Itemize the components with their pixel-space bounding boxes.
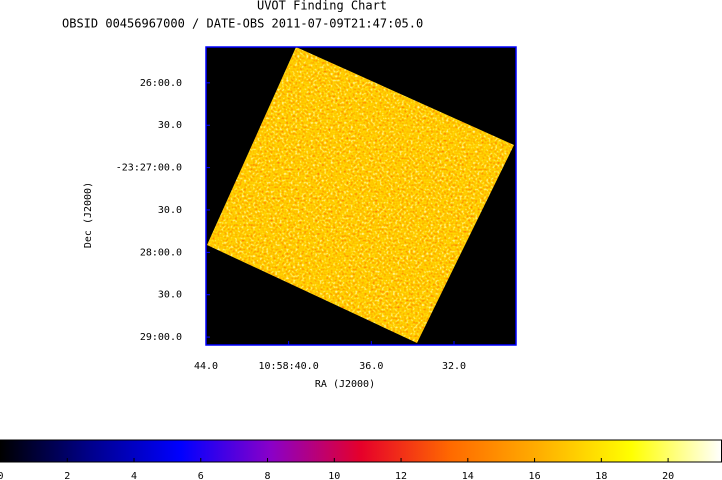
- colorbar-tick-label: 2: [64, 471, 70, 480]
- chart-title: UVOT Finding Chart: [257, 0, 387, 13]
- y-tick-label: 28:00.0: [140, 247, 182, 258]
- colorbar-tick-label: 8: [265, 471, 271, 480]
- colorbar-tick-label: 6: [198, 471, 204, 480]
- colorbar-tick-label: 0: [0, 471, 4, 480]
- colorbar-tick-label: 10: [328, 471, 340, 480]
- colorbar-tick-label: 4: [131, 471, 137, 480]
- y-tick-label: 30.0: [158, 205, 182, 216]
- y-axis-label: Dec (J2000): [83, 182, 94, 248]
- colorbar-tick-label: 16: [529, 471, 541, 480]
- y-tick-label: 30.0: [158, 120, 182, 131]
- x-tick-label: 10:58:40.0: [259, 361, 319, 372]
- colorbar-tick-label: 14: [462, 471, 474, 480]
- colorbar-tick-label: 20: [662, 471, 674, 480]
- plot-frame: [205, 46, 517, 346]
- x-tick-label: 36.0: [359, 361, 383, 372]
- x-tick-label: 32.0: [442, 361, 466, 372]
- x-tick-label: 44.0: [194, 361, 218, 372]
- y-tick-label: 30.0: [158, 290, 182, 301]
- y-tick-label: -23:27:00.0: [116, 163, 182, 174]
- chart-subtitle: OBSID 00456967000 / DATE-OBS 2011-07-09T…: [62, 17, 423, 31]
- colorbar-tick-label: 18: [595, 471, 607, 480]
- y-tick-label: 26:00.0: [140, 78, 182, 89]
- y-tick-label: 29:00.0: [140, 332, 182, 343]
- x-axis-label: RA (J2000): [315, 379, 375, 390]
- colorbar: [0, 439, 722, 463]
- colorbar-tick-label: 12: [395, 471, 407, 480]
